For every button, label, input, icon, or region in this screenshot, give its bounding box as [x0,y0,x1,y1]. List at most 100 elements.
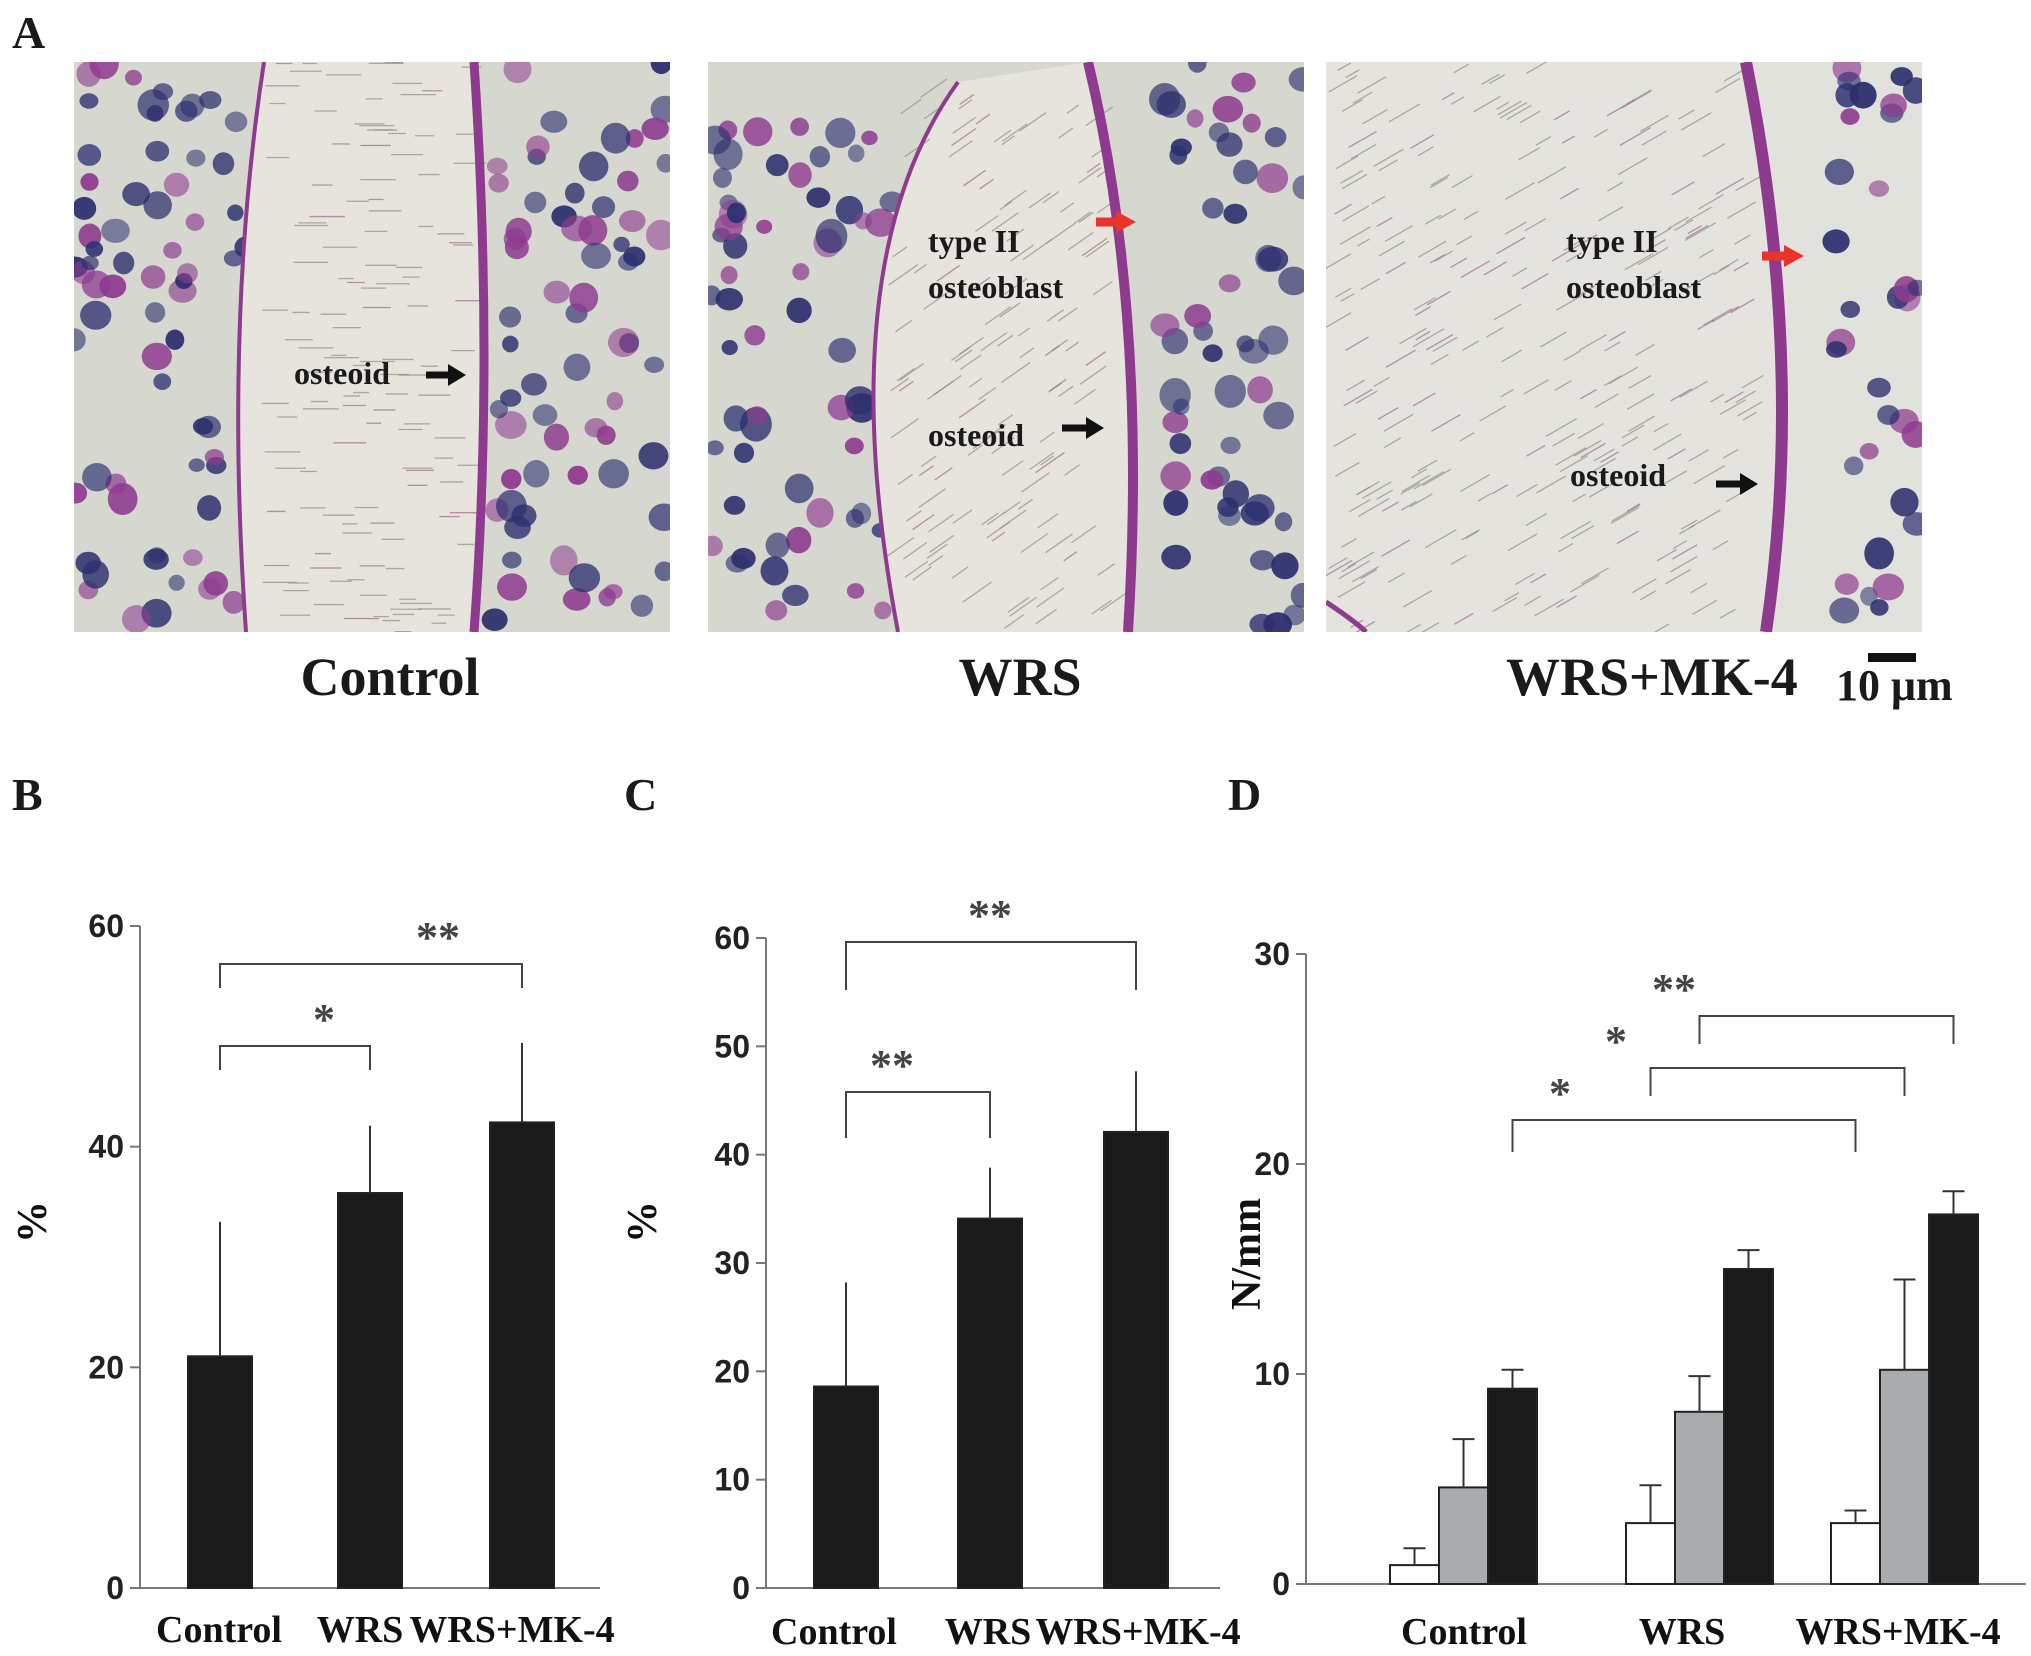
collagen-fiber [936,264,961,282]
collagen-fiber [1504,592,1520,602]
cell-nucleus [488,173,509,193]
cell-nucleus [1840,108,1860,125]
collagen-fiber [1459,474,1490,493]
collagen-fiber [1049,378,1067,392]
cell-nucleus [1214,374,1246,408]
collagen-fiber [895,319,913,333]
cell-nucleus [1258,325,1289,355]
cell-nucleus [1292,175,1304,200]
cell-nucleus [486,157,508,175]
collagen-fiber [1362,481,1392,500]
cell-nucleus [80,173,99,191]
cell-nucleus [1872,573,1904,601]
collagen-fiber [1426,290,1451,306]
collagen-fiber [1619,127,1652,146]
collagen-fiber [1598,206,1624,222]
collagen-fiber [1552,432,1576,447]
collagen-fiber [1693,465,1726,485]
significance-bracket: ** [845,1041,991,1138]
cell-nucleus [744,325,766,346]
cell-nucleus [1200,470,1224,490]
collagen-fiber [1383,437,1402,449]
collagen-fiber [1434,250,1453,262]
y-tick-label: 50 [714,1028,750,1064]
cell-nucleus [782,584,809,607]
collagen-fiber [1341,562,1357,573]
cell-nucleus [85,241,104,257]
cell-nucleus [192,417,214,435]
collagen-fiber [892,246,908,258]
collagen-fiber [1460,260,1490,279]
collagen-fiber [1454,612,1474,625]
collagen-fiber [920,455,937,468]
cell-nucleus [526,135,550,159]
collagen-fiber [1326,559,1353,577]
collagen-fiber [1690,582,1708,594]
bar-wrs [957,1217,1023,1589]
collagen-fiber [997,334,1014,347]
cell-nucleus [101,218,130,243]
cell-nucleus [746,406,768,425]
y-tick-label: 60 [714,920,750,956]
collagen-fiber [1003,501,1021,515]
cell-nucleus [650,62,670,75]
collagen-fiber [1421,622,1440,632]
cell-nucleus [1864,537,1894,570]
collagen-fiber [1092,280,1113,296]
collagen-fiber [912,514,935,531]
collagen-fiber [1430,353,1449,366]
cell-nucleus [1170,138,1192,157]
cell-nucleus [1255,244,1282,273]
cell-nucleus [1868,180,1890,197]
cell-nucleus [1212,95,1244,123]
collagen-fiber [1534,598,1565,617]
collagen-fiber [1545,418,1578,437]
collagen-fiber [899,363,924,381]
collagen-fiber [906,510,922,522]
cell-nucleus [532,404,558,426]
collagen-fiber [1735,390,1756,403]
collagen-fiber [1735,174,1764,192]
significance-label: * [1605,1017,1627,1066]
collagen-fiber [1417,146,1434,157]
label-type-ii: type II [928,223,1020,259]
collagen-fiber [1685,272,1715,290]
collagen-fiber [967,444,983,456]
collagen-fiber [1679,380,1708,398]
cell-nucleus [140,265,166,289]
collagen-fiber [1610,506,1640,524]
collagen-fiber [1086,162,1101,174]
cell-nucleus [1844,456,1864,476]
y-tick-label: 10 [714,1462,750,1498]
cell-nucleus [713,167,732,188]
collagen-fiber [1360,277,1381,291]
collagen-fiber [912,566,932,581]
collagen-fiber [1491,484,1508,495]
cell-nucleus [188,458,205,472]
collagen-fiber [1640,114,1669,133]
collagen-fiber [1348,130,1377,149]
collagen-fiber [1399,327,1427,345]
cell-nucleus [715,288,744,311]
collagen-fiber [958,98,973,110]
cell-nucleus [74,482,88,504]
collagen-fiber [1035,451,1065,474]
panel-label-d: D [1228,769,1262,820]
cell-nucleus [765,600,788,621]
y-tick-label: 0 [106,1570,124,1606]
collagen-fiber [1635,343,1655,356]
cell-nucleus [654,561,670,582]
collagen-fiber [1019,347,1035,359]
cell-nucleus [725,554,749,573]
collagen-fiber [1376,489,1393,500]
collagen-fiber [1653,422,1669,433]
cell-nucleus [648,503,670,532]
collagen-fiber [1045,533,1073,554]
collagen-fiber [1719,608,1736,619]
collagen-fiber [1617,157,1648,176]
collagen-fiber [1659,470,1687,488]
collagen-fiber [1037,513,1059,529]
cell-nucleus [185,213,205,231]
collagen-fiber [952,116,976,134]
